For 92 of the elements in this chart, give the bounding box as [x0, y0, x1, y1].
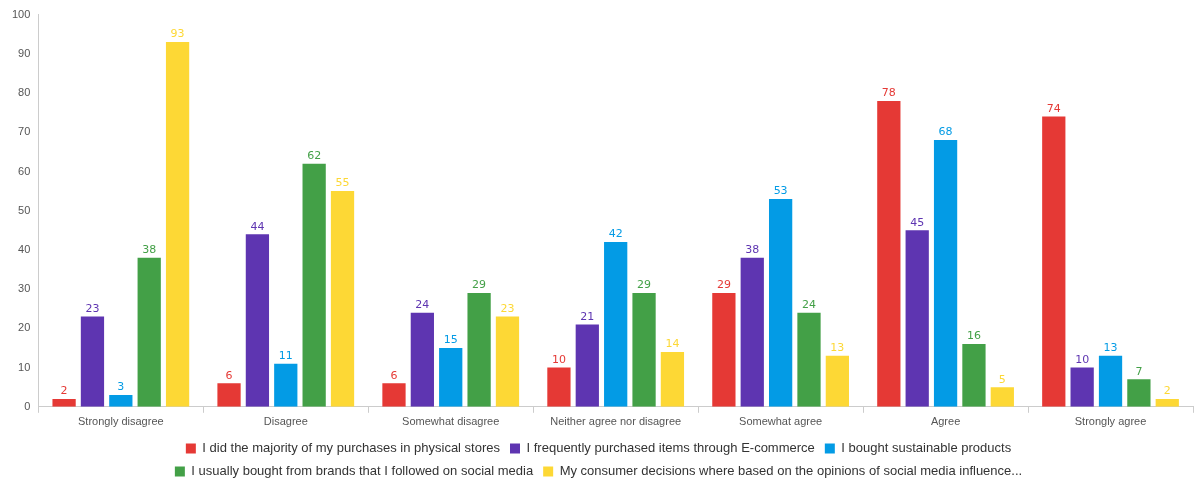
- bar: [302, 163, 326, 407]
- bar: [905, 230, 929, 407]
- y-tick-label: 20: [18, 321, 31, 334]
- x-tick-label: Neither agree nor disagree: [550, 415, 682, 428]
- bar: [1070, 367, 1094, 407]
- bar: [1127, 379, 1151, 407]
- data-label: 38: [745, 243, 760, 257]
- data-label: 45: [910, 215, 925, 229]
- data-label: 24: [415, 298, 430, 312]
- data-label: 11: [278, 349, 293, 363]
- bar: [382, 383, 406, 407]
- x-tick-label: Disagree: [263, 415, 308, 428]
- bar: [330, 191, 355, 407]
- bar: [80, 316, 105, 407]
- bar: [274, 363, 298, 407]
- data-label: 53: [773, 184, 788, 198]
- data-label: 13: [1103, 341, 1118, 355]
- data-label: 74: [1046, 101, 1061, 115]
- bar: [439, 347, 463, 407]
- x-tick-label: Somewhat agree: [739, 415, 823, 428]
- bar: [495, 316, 520, 407]
- x-tick-label: Strongly disagree: [78, 415, 164, 428]
- data-label: 38: [142, 243, 157, 257]
- data-label: 68: [938, 125, 953, 139]
- data-label: 6: [390, 368, 398, 382]
- data-label: 10: [551, 352, 566, 366]
- data-label: 3: [117, 380, 125, 394]
- bar: [1098, 355, 1123, 407]
- data-label: 2: [60, 384, 68, 398]
- legend-label: My consumer decisions where based on the opinions of social media influence...: [559, 463, 1023, 479]
- legend-label: I bought sustainable products: [841, 440, 1012, 456]
- y-tick-label: 100: [11, 7, 31, 20]
- bar: [712, 293, 736, 407]
- y-tick-label: 80: [18, 86, 31, 99]
- bar: [467, 293, 491, 407]
- y-tick-label: 10: [18, 360, 31, 373]
- bar: [933, 140, 958, 407]
- data-label: 29: [472, 278, 487, 292]
- bar: [797, 312, 821, 407]
- data-label: 21: [580, 309, 595, 323]
- data-label: 5: [998, 372, 1006, 386]
- legend-label: I frequently purchased items through E-commerce: [526, 440, 815, 456]
- bar: [877, 100, 901, 407]
- y-tick-label: 70: [18, 125, 31, 138]
- data-label: 78: [881, 86, 896, 100]
- y-tick-label: 90: [18, 46, 31, 59]
- y-tick-label: 60: [18, 164, 31, 177]
- bar: [165, 42, 190, 407]
- data-label: 10: [1075, 352, 1090, 366]
- y-tick-label: 40: [18, 242, 31, 255]
- bar: [768, 198, 793, 407]
- data-label: 55: [335, 176, 350, 190]
- data-label: 13: [830, 341, 845, 355]
- bar: [410, 312, 434, 407]
- bar: [740, 257, 764, 407]
- bar: [632, 293, 656, 407]
- bar: [575, 324, 599, 407]
- bar: [109, 395, 133, 407]
- data-label: 44: [250, 219, 265, 233]
- bar: [547, 367, 571, 407]
- y-tick-label: 0: [24, 399, 31, 412]
- bar: [1042, 116, 1066, 407]
- legend-label: I usually bought from brands that I followed on social media: [191, 463, 534, 479]
- data-label: 42: [608, 227, 623, 241]
- x-tick-label: Agree: [930, 415, 961, 428]
- data-label: 15: [443, 333, 458, 347]
- data-label: 29: [637, 278, 652, 292]
- bar: [137, 257, 161, 407]
- bar: [825, 355, 849, 407]
- bar: [52, 398, 76, 407]
- data-label: 23: [85, 301, 100, 315]
- bar: [990, 387, 1014, 407]
- y-tick-label: 50: [18, 203, 31, 216]
- data-label: 2: [1163, 384, 1171, 398]
- y-tick-label: 30: [18, 282, 31, 295]
- x-tick-label: Somewhat disagree: [402, 415, 500, 428]
- data-label: 7: [1135, 364, 1143, 378]
- data-label: 23: [500, 301, 515, 315]
- data-label: 14: [665, 337, 680, 351]
- data-label: 62: [307, 149, 322, 162]
- x-tick-label: Strongly agree: [1074, 415, 1147, 428]
- data-label: 6: [225, 368, 233, 382]
- bar: [217, 383, 241, 407]
- data-label: 24: [802, 298, 816, 312]
- data-label: 29: [716, 278, 731, 292]
- bar: [660, 351, 685, 407]
- data-label: 93: [170, 27, 185, 41]
- legend-label: I did the majority of my purchases in physical stores: [202, 440, 501, 456]
- bar: [245, 234, 270, 407]
- bar: [962, 344, 986, 407]
- bar: [604, 242, 628, 407]
- data-label: 16: [966, 329, 981, 343]
